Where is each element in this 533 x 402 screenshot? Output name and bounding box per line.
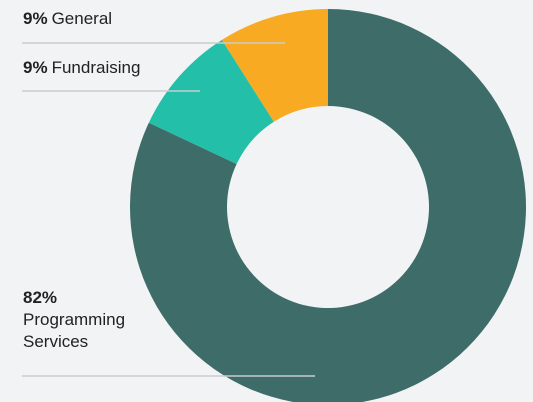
label-programming-name: Programming Services — [23, 310, 126, 351]
label-general: 9% General — [23, 8, 112, 30]
label-programming-value: 82% — [23, 288, 58, 307]
label-fundraising-name: Fundraising — [51, 58, 141, 77]
slice-programming-services — [130, 9, 526, 402]
slice-general — [221, 9, 328, 122]
donut-slices — [130, 9, 526, 402]
label-fundraising-value: 9% — [23, 58, 48, 77]
label-general-value: 9% — [23, 9, 48, 28]
label-programming-services: 82% Programming Services — [23, 287, 183, 353]
leader-lines — [22, 42, 315, 377]
slice-fundraising — [148, 39, 274, 164]
label-fundraising: 9% Fundraising — [23, 57, 140, 79]
label-general-name: General — [51, 9, 113, 28]
